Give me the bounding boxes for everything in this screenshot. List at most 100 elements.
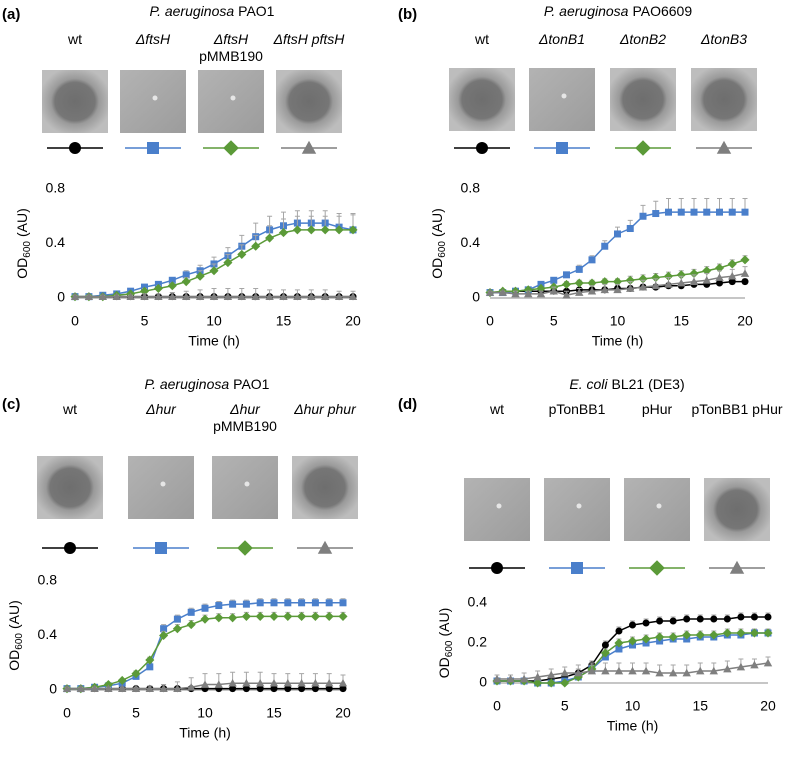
legend-marker bbox=[155, 542, 167, 554]
data-point bbox=[612, 277, 623, 287]
data-point bbox=[321, 292, 330, 300]
data-point bbox=[338, 611, 348, 621]
data-point bbox=[173, 615, 181, 623]
data-point bbox=[728, 208, 736, 216]
data-point bbox=[200, 614, 210, 624]
data-point bbox=[601, 666, 610, 675]
y-tick-label: 0.2 bbox=[468, 634, 488, 650]
data-point bbox=[696, 615, 704, 623]
legend-label: wt bbox=[63, 401, 77, 417]
colony-image bbox=[691, 68, 757, 131]
legend-label: wt bbox=[490, 401, 504, 417]
x-axis-label: Time (h) bbox=[188, 333, 240, 349]
data-point bbox=[485, 288, 495, 296]
data-point bbox=[200, 680, 210, 688]
data-point bbox=[639, 212, 647, 220]
data-point bbox=[665, 208, 672, 216]
data-point bbox=[255, 611, 265, 621]
colony-spot bbox=[160, 481, 166, 487]
data-point bbox=[168, 276, 176, 284]
data-point bbox=[689, 268, 699, 279]
x-tick-label: 20 bbox=[335, 705, 351, 721]
data-point bbox=[339, 599, 347, 607]
data-point bbox=[283, 611, 293, 621]
y-label-unit: (AU) bbox=[429, 208, 445, 237]
y-label-main: OD bbox=[6, 650, 22, 671]
data-point bbox=[625, 275, 635, 285]
data-point bbox=[763, 628, 773, 638]
data-point bbox=[168, 292, 177, 300]
data-point bbox=[159, 684, 168, 692]
data-point bbox=[614, 230, 621, 238]
panel-title: P. aeruginosa PAO1 bbox=[150, 3, 275, 19]
data-point bbox=[563, 271, 570, 279]
data-point bbox=[181, 277, 191, 287]
legend-marker bbox=[491, 562, 503, 574]
data-point bbox=[651, 281, 660, 290]
y-axis-label: OD600 (AU) bbox=[429, 208, 448, 278]
data-point bbox=[710, 615, 718, 623]
data-point bbox=[615, 645, 623, 653]
y-label-main: OD bbox=[14, 258, 30, 279]
y-tick-label: 0 bbox=[49, 681, 57, 697]
data-point bbox=[629, 621, 636, 629]
data-point bbox=[325, 678, 334, 687]
x-tick-label: 5 bbox=[141, 313, 149, 329]
data-point bbox=[741, 208, 749, 216]
title-strain: BL21 (DE3) bbox=[611, 376, 684, 392]
data-point bbox=[76, 684, 85, 692]
data-point bbox=[195, 292, 205, 300]
data-point bbox=[546, 678, 556, 688]
data-point bbox=[498, 288, 507, 296]
data-point bbox=[182, 271, 190, 279]
data-point bbox=[270, 685, 278, 693]
legend-marker bbox=[571, 562, 583, 574]
data-point bbox=[270, 599, 278, 607]
y-label-sub: 600 bbox=[14, 633, 25, 650]
colony-image bbox=[212, 456, 278, 519]
data-point bbox=[723, 664, 732, 673]
data-point bbox=[297, 611, 307, 621]
data-point bbox=[750, 613, 758, 621]
colony-image bbox=[37, 456, 103, 519]
data-point bbox=[561, 279, 572, 289]
x-axis-label: Time (h) bbox=[179, 725, 231, 741]
data-point bbox=[187, 683, 196, 691]
data-point bbox=[84, 292, 94, 300]
data-point bbox=[241, 611, 251, 621]
data-point bbox=[146, 663, 154, 671]
data-point bbox=[223, 292, 233, 300]
data-point bbox=[560, 678, 570, 688]
y-tick-label: 0.4 bbox=[46, 234, 66, 250]
data-point bbox=[195, 271, 205, 281]
data-point bbox=[750, 660, 759, 669]
data-point bbox=[269, 678, 279, 687]
data-point bbox=[265, 292, 274, 300]
colony-spot bbox=[244, 481, 250, 487]
legend-label: ΔftsH pftsH bbox=[273, 31, 345, 47]
data-point bbox=[749, 628, 759, 638]
data-point bbox=[728, 272, 737, 280]
data-point bbox=[560, 668, 569, 677]
data-point bbox=[587, 286, 597, 295]
title-strain: PAO1 bbox=[233, 376, 270, 392]
data-point bbox=[298, 685, 306, 693]
colony-image bbox=[610, 68, 676, 131]
data-point bbox=[172, 624, 182, 634]
data-point bbox=[533, 672, 542, 681]
data-point bbox=[237, 292, 246, 300]
y-label-unit: (AU) bbox=[436, 608, 452, 637]
y-label-sub: 600 bbox=[444, 640, 455, 657]
data-point bbox=[676, 270, 686, 280]
legend-label: ΔtonB2 bbox=[620, 31, 666, 47]
data-point bbox=[118, 684, 127, 692]
y-label-unit: (AU) bbox=[14, 208, 30, 237]
data-point bbox=[668, 632, 678, 642]
data-point bbox=[533, 678, 543, 688]
data-point bbox=[297, 678, 306, 687]
data-point bbox=[723, 615, 731, 623]
colony-image bbox=[464, 478, 530, 541]
data-point bbox=[90, 684, 99, 692]
colony-spot bbox=[561, 93, 567, 99]
